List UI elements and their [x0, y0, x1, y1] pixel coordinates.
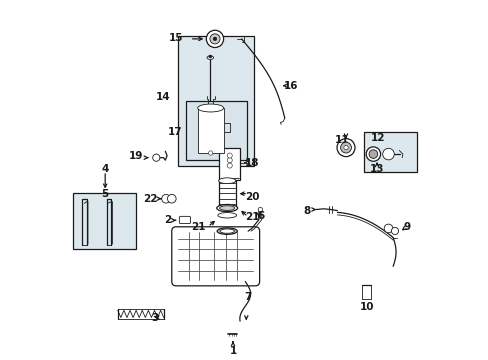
Text: 8: 8 — [303, 206, 310, 216]
Text: 1: 1 — [229, 346, 236, 356]
Circle shape — [227, 163, 232, 168]
Text: 18: 18 — [244, 158, 259, 168]
Circle shape — [382, 148, 393, 160]
Text: 14: 14 — [156, 92, 170, 102]
Text: 11: 11 — [334, 135, 348, 145]
Ellipse shape — [197, 104, 223, 112]
Ellipse shape — [206, 56, 213, 59]
Text: 9: 9 — [403, 222, 410, 232]
Bar — [178, 36, 253, 166]
Text: 2: 2 — [164, 215, 171, 225]
Circle shape — [227, 158, 232, 163]
Ellipse shape — [217, 228, 237, 234]
Bar — [218, 181, 235, 206]
Bar — [219, 148, 240, 180]
Bar — [186, 101, 246, 160]
Text: 15: 15 — [168, 33, 183, 43]
Circle shape — [209, 34, 220, 44]
Circle shape — [167, 194, 176, 203]
Text: 10: 10 — [359, 302, 373, 312]
Ellipse shape — [218, 212, 236, 218]
Text: 6: 6 — [257, 211, 264, 221]
Circle shape — [384, 224, 392, 233]
Circle shape — [206, 30, 223, 48]
Circle shape — [368, 150, 377, 158]
Circle shape — [336, 139, 354, 157]
Text: 13: 13 — [369, 164, 384, 174]
Text: 17: 17 — [167, 127, 182, 138]
Circle shape — [152, 154, 160, 161]
Ellipse shape — [216, 204, 237, 212]
Text: 7: 7 — [244, 292, 251, 302]
Circle shape — [390, 228, 398, 235]
Text: 3: 3 — [151, 312, 159, 323]
FancyBboxPatch shape — [179, 216, 190, 224]
Circle shape — [258, 207, 262, 212]
Circle shape — [366, 147, 380, 161]
Circle shape — [208, 151, 212, 155]
Text: 5: 5 — [102, 189, 109, 199]
Circle shape — [340, 142, 351, 153]
Text: 4: 4 — [102, 164, 109, 174]
Text: 12: 12 — [370, 132, 384, 143]
Circle shape — [208, 55, 211, 58]
Ellipse shape — [219, 206, 234, 210]
Ellipse shape — [220, 229, 234, 233]
Bar — [363, 132, 416, 172]
Text: 22: 22 — [142, 194, 157, 204]
Ellipse shape — [218, 178, 235, 184]
Text: 21: 21 — [191, 222, 205, 232]
Circle shape — [213, 37, 216, 41]
Circle shape — [227, 153, 232, 158]
Text: 19: 19 — [128, 150, 142, 161]
Circle shape — [343, 145, 347, 150]
Text: 20: 20 — [244, 192, 259, 202]
Circle shape — [214, 129, 222, 136]
Bar — [197, 108, 223, 153]
Ellipse shape — [206, 129, 213, 132]
Text: 21: 21 — [244, 212, 259, 222]
Bar — [73, 193, 136, 249]
FancyBboxPatch shape — [171, 227, 259, 286]
Circle shape — [162, 194, 170, 203]
Text: 16: 16 — [283, 81, 297, 91]
